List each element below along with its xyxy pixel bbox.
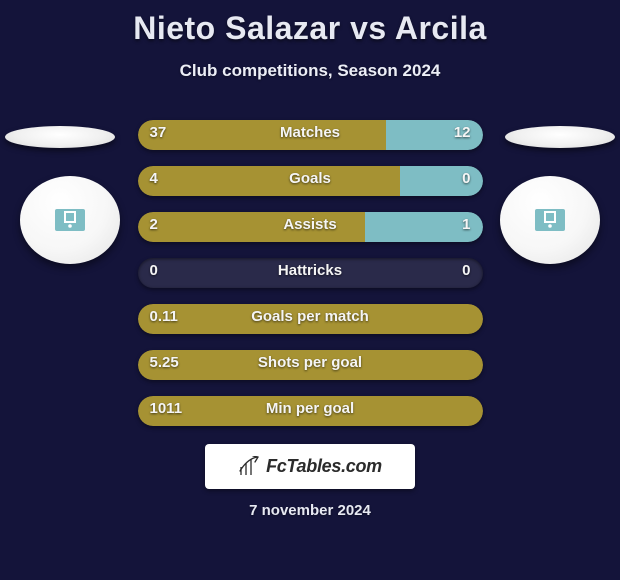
stat-value-player1: 0 <box>150 262 158 279</box>
footer-date: 7 november 2024 <box>0 502 620 519</box>
stat-bar-player1 <box>138 350 483 380</box>
stat-value-player2: 1 <box>462 216 470 233</box>
stat-label: Hattricks <box>138 262 483 279</box>
stat-value-player1: 37 <box>150 124 167 141</box>
stat-row: Min per goal1011 <box>138 396 483 426</box>
stat-bar-player1 <box>138 120 386 150</box>
stat-value-player1: 0.11 <box>150 308 178 325</box>
stat-row: Matches3712 <box>138 120 483 150</box>
stat-bar-player1 <box>138 396 483 426</box>
stat-value-player1: 2 <box>150 216 158 233</box>
stat-bar-player1 <box>138 304 483 334</box>
stat-row: Goals per match0.11 <box>138 304 483 334</box>
stat-value-player1: 1011 <box>150 400 183 417</box>
stat-value-player2: 12 <box>454 124 471 141</box>
stat-value-player1: 5.25 <box>150 354 179 371</box>
stat-bar-player1 <box>138 166 400 196</box>
page-subtitle: Club competitions, Season 2024 <box>0 61 620 81</box>
stat-row: Assists21 <box>138 212 483 242</box>
stat-row: Goals40 <box>138 166 483 196</box>
stats-container: Matches3712Goals40Assists21Hattricks00Go… <box>0 120 620 442</box>
stat-value-player2: 0 <box>462 170 470 187</box>
stat-value-player1: 4 <box>150 170 158 187</box>
stat-value-player2: 0 <box>462 262 470 279</box>
logo-box[interactable]: FcTables.com <box>205 444 415 489</box>
stat-bar-player1 <box>138 212 366 242</box>
page-title: Nieto Salazar vs Arcila <box>0 0 620 47</box>
logo-spark-icon <box>238 456 260 478</box>
stat-row: Shots per goal5.25 <box>138 350 483 380</box>
logo-text: FcTables.com <box>266 456 382 477</box>
stat-row: Hattricks0 0 <box>138 258 483 288</box>
